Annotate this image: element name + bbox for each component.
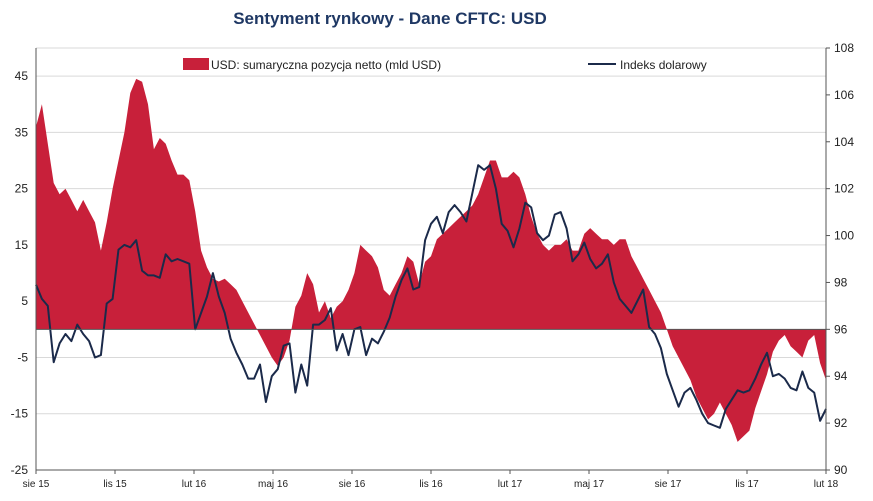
net-position-area: [36, 78, 826, 442]
net-position-area-group: [36, 78, 826, 442]
legend-label-net-position: USD: sumaryczna pozycja netto (mld USD): [211, 58, 441, 72]
y-right-tick-label: 102: [834, 182, 854, 196]
y-right-tick-label: 92: [834, 416, 848, 430]
legend-label-dollar-index: Indeks dolarowy: [620, 58, 707, 72]
x-tick-label: maj 17: [574, 479, 604, 490]
y-left-tick-label: 25: [15, 182, 29, 196]
x-tick-label: sie 16: [339, 479, 366, 490]
y-left-tick-label: -25: [11, 463, 29, 477]
y-left-tick-label: -15: [11, 407, 29, 421]
y-right-tick-label: 90: [834, 463, 848, 477]
y-right-tick-label: 100: [834, 229, 854, 243]
y-right-tick-label: 104: [834, 135, 854, 149]
dollar-index-line: [35, 164, 827, 429]
x-tick-label: lut 16: [182, 479, 207, 490]
y-left-tick-label: 15: [15, 238, 29, 252]
y-left-tick-label: 45: [15, 69, 29, 83]
x-tick-label: lis 16: [419, 479, 443, 490]
y-right-tick-label: 108: [834, 41, 854, 55]
axes: 45 35 25 15 5 -5 -15 -25 108 106 104 102 100 98 96 94 92…: [11, 41, 855, 490]
x-tick-label: sie 15: [23, 479, 50, 490]
x-tick-label: maj 16: [258, 479, 288, 490]
y-right-tick-label: 98: [834, 275, 848, 289]
x-tick-label: sie 17: [655, 479, 682, 490]
y-right-tick-label: 96: [834, 322, 848, 336]
x-tick-label: lut 18: [814, 479, 839, 490]
y-left-tick-label: -5: [17, 350, 28, 364]
y-left-tick-label: 35: [15, 125, 29, 139]
x-tick-label: lis 15: [103, 479, 127, 490]
chart-title: Sentyment rynkowy - Dane CFTC: USD: [233, 9, 547, 28]
y-left-tick-label: 5: [21, 294, 28, 308]
legend-swatch-net-position: [183, 58, 209, 70]
x-tick-label: lut 17: [498, 479, 523, 490]
dollar-index-line-group: [35, 164, 827, 429]
y-right-tick-label: 106: [834, 88, 854, 102]
x-tick-label: lis 17: [735, 479, 759, 490]
legend: USD: sumaryczna pozycja netto (mld USD) …: [183, 58, 707, 72]
y-right-tick-label: 94: [834, 369, 848, 383]
